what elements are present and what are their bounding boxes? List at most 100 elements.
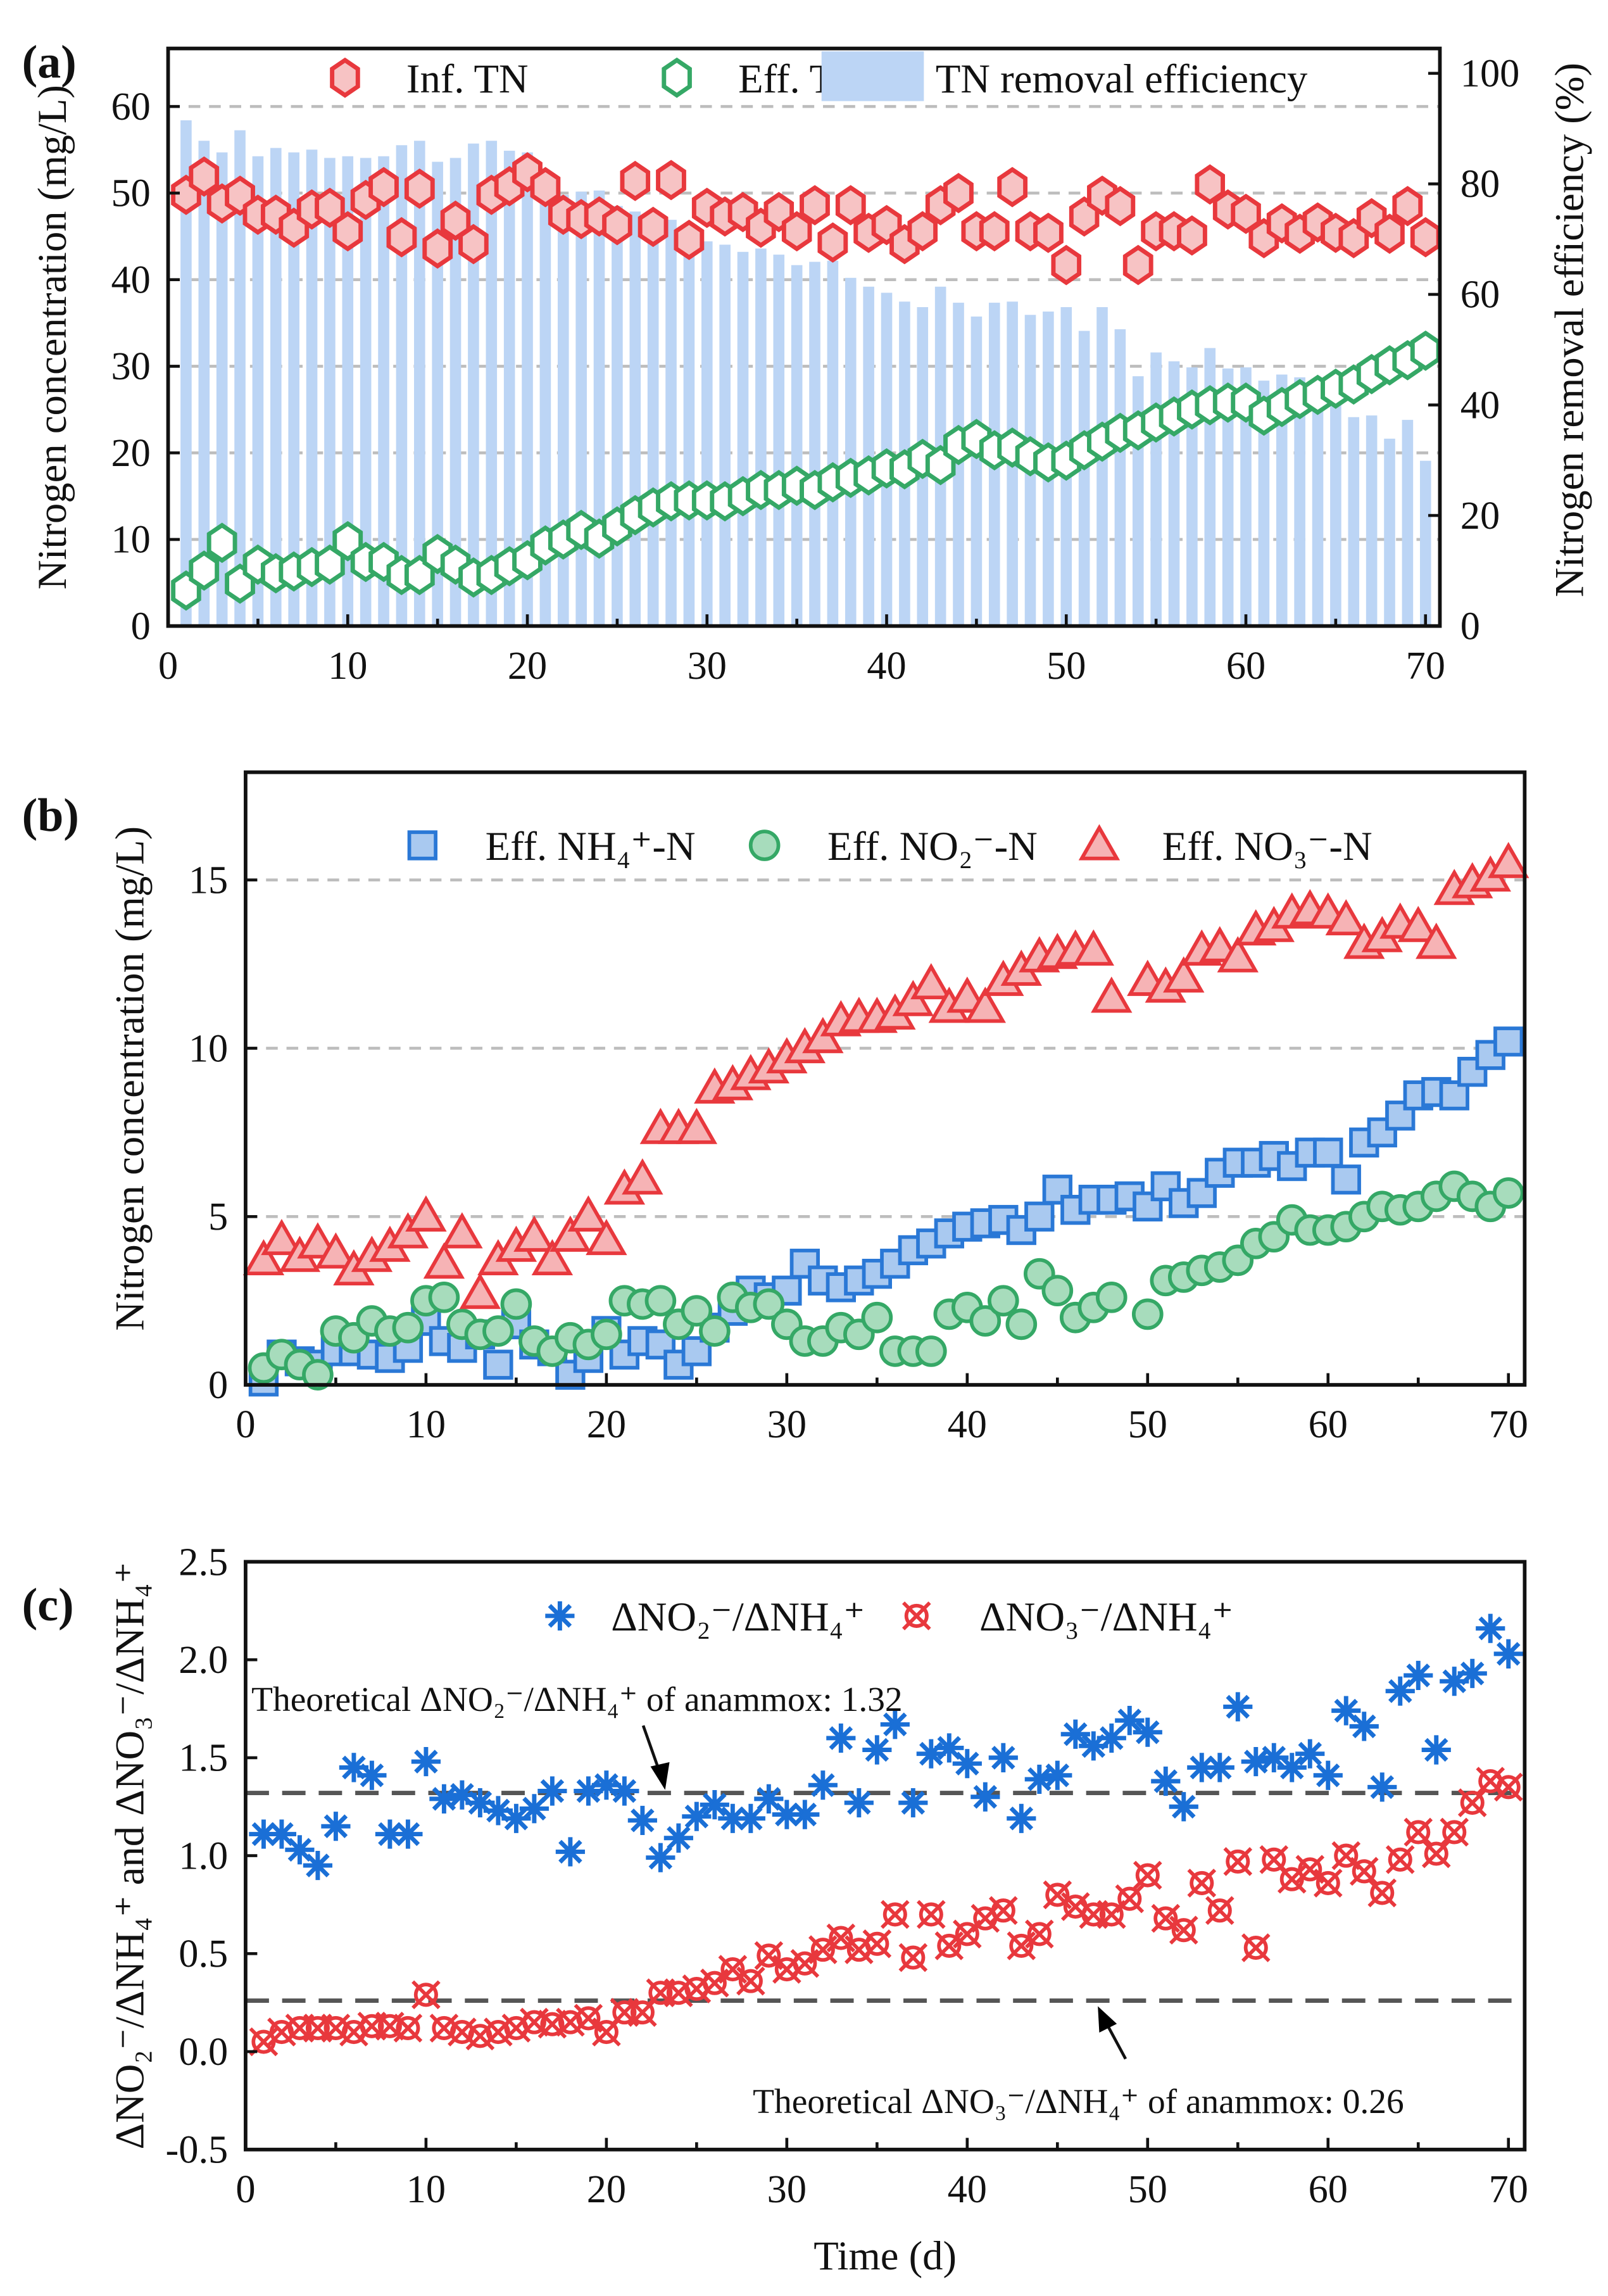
asterisk-stroke <box>1153 1769 1178 1793</box>
data-point <box>1133 1717 1162 1747</box>
triangle-marker <box>513 1215 555 1252</box>
cross-stroke <box>1133 1860 1162 1890</box>
circle-stroke <box>1388 1847 1412 1872</box>
cross-stroke <box>862 1929 892 1959</box>
cross-stroke <box>448 2017 477 2047</box>
data-point <box>1205 1753 1234 1782</box>
data-point <box>700 1790 729 1820</box>
asterisk-stroke <box>955 1751 979 1776</box>
bar <box>1294 377 1305 626</box>
bar <box>827 260 839 626</box>
bar <box>557 194 569 626</box>
cross-stroke <box>1404 1817 1433 1847</box>
data-point <box>1421 1839 1451 1869</box>
y2-tick-label: 60 <box>1460 273 1500 317</box>
data-point <box>979 211 1010 252</box>
bar <box>522 152 533 626</box>
asterisk-stroke <box>1496 1642 1521 1666</box>
bar <box>432 161 443 626</box>
x-tick-label: 20 <box>587 1403 626 1446</box>
bar <box>468 143 479 626</box>
data-point <box>459 1273 501 1309</box>
bar <box>198 141 210 626</box>
asterisk-stroke <box>1460 1662 1485 1686</box>
triangle-marker <box>423 1242 465 1279</box>
data-point <box>1349 1712 1379 1741</box>
data-point <box>586 1218 627 1256</box>
bar <box>755 248 767 626</box>
cross-stroke <box>1151 1903 1181 1933</box>
triangle-marker <box>315 1232 357 1269</box>
series-triangle <box>242 842 1529 1309</box>
asterisk-stroke <box>1298 1741 1322 1766</box>
y-tick-label: 1.5 <box>179 1736 228 1780</box>
cross-stroke <box>736 1966 765 1996</box>
circle-stroke <box>1370 1881 1395 1905</box>
data-point <box>1223 1692 1253 1722</box>
data-point <box>386 217 417 258</box>
bar <box>1348 417 1360 626</box>
asterisk-stroke <box>937 1736 962 1760</box>
hexagon-marker <box>1051 244 1082 286</box>
circle-stroke <box>865 1931 889 1956</box>
data-point <box>1440 1817 1469 1847</box>
y-tick-label: 0.5 <box>179 1932 228 1976</box>
asterisk-stroke <box>251 1822 276 1846</box>
data-point <box>513 1215 555 1252</box>
data-point <box>1060 1719 1090 1749</box>
bar <box>1150 352 1162 626</box>
data-point <box>1041 1275 1074 1307</box>
cross-stroke <box>1493 1772 1523 1802</box>
data-point <box>736 1966 765 1996</box>
data-point <box>753 1288 785 1320</box>
circle-stroke <box>1334 1843 1359 1868</box>
data-point <box>952 1749 982 1779</box>
hexagon-marker <box>620 160 651 201</box>
data-point <box>682 1801 712 1831</box>
y-tick-label: 2.0 <box>179 1638 228 1682</box>
y-tick-label: 30 <box>111 344 151 388</box>
hexagon-marker <box>602 205 632 246</box>
hexagon-marker <box>1374 213 1405 255</box>
circle-stroke <box>702 1971 727 1995</box>
data-point <box>500 1288 532 1320</box>
cross-stroke <box>988 1896 1018 1926</box>
data-point <box>602 205 632 246</box>
triangle-marker <box>1163 956 1205 993</box>
asterisk-stroke <box>287 1838 312 1862</box>
data-point <box>189 550 220 591</box>
data-point <box>1043 1760 1072 1790</box>
circle-marker <box>969 1305 1002 1337</box>
bar <box>396 145 408 626</box>
bar <box>845 277 857 626</box>
bar <box>539 189 551 626</box>
legend: Inf. TN Eff. TN TN removal efficiency <box>330 51 1308 101</box>
data-point <box>1331 1696 1361 1725</box>
y-tick-label: 0.0 <box>179 2030 228 2074</box>
triangle-marker <box>459 1273 501 1309</box>
circle-marker <box>699 1315 731 1347</box>
cross-stroke <box>1060 1892 1090 1921</box>
y2-axis-label: Nitrogen removal efficiency (%) <box>1547 63 1593 597</box>
y-axis-label: ΔNO₂⁻/ΔNH₄⁺ and ΔNO₃⁻/ΔNH₄⁺ <box>106 1562 152 2150</box>
cross-stroke <box>916 1900 946 1929</box>
circle-marker <box>591 1318 622 1351</box>
data-point <box>1241 1933 1271 1962</box>
data-point <box>519 1794 549 1824</box>
hexagon-marker <box>1392 186 1423 227</box>
data-point <box>1096 1723 1126 1753</box>
x-tick-label: 30 <box>767 2167 807 2211</box>
data-point <box>800 185 830 225</box>
data-point <box>440 200 471 241</box>
hexagon-marker <box>1122 244 1153 286</box>
triangle-marker <box>1217 936 1259 973</box>
circle-stroke <box>1442 1820 1467 1845</box>
data-point <box>1033 212 1064 253</box>
data-point <box>404 168 435 209</box>
bar <box>1384 438 1395 626</box>
hexagon-marker <box>1033 212 1064 253</box>
circle-marker <box>681 1295 713 1327</box>
legend-label: Eff. NH₄⁺-N <box>486 823 696 869</box>
circle-stroke <box>1190 1870 1214 1895</box>
data-point <box>591 1318 622 1351</box>
